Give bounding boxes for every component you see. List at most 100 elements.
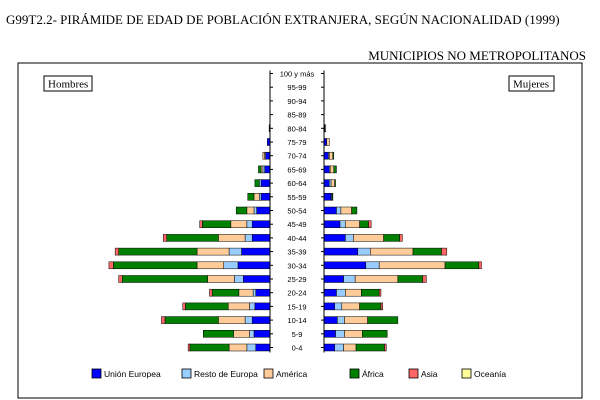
bar-hombres <box>243 275 271 283</box>
age-tick-label: 95-99 <box>287 83 306 92</box>
bar-hombres <box>114 247 119 256</box>
bar-mujeres <box>351 206 358 215</box>
bar-hombres <box>122 275 208 283</box>
bar-mujeres <box>334 302 343 311</box>
bar-mujeres <box>331 193 334 201</box>
bar-mujeres <box>367 316 399 324</box>
legend-label: Oceanía <box>474 369 506 379</box>
bar-hombres <box>211 288 240 297</box>
bar-mujeres <box>339 220 346 228</box>
bar-mujeres <box>323 343 335 352</box>
bar-hombres <box>230 220 248 228</box>
bar-hombres <box>207 275 235 283</box>
bar-hombres <box>227 302 250 311</box>
bar-mujeres <box>329 165 335 174</box>
bar-hombres <box>187 343 191 352</box>
bar-mujeres <box>323 165 330 174</box>
bar-hombres <box>260 179 271 187</box>
bar-mujeres <box>344 330 363 338</box>
bar-mujeres <box>333 165 337 174</box>
bar-hombres <box>249 302 256 311</box>
bar-hombres <box>251 234 271 242</box>
bar-hombres <box>235 206 248 215</box>
bar-hombres <box>246 343 257 352</box>
bar-hombres <box>196 247 230 256</box>
bar-mujeres <box>345 234 354 242</box>
age-tick-label: 25-29 <box>287 275 306 284</box>
bar-hombres <box>234 275 244 283</box>
bar-hombres <box>264 165 271 174</box>
age-tick-label: 60-64 <box>287 179 306 188</box>
bar-mujeres <box>323 302 335 311</box>
mujeres-label-box <box>508 75 555 92</box>
bar-mujeres <box>343 343 357 352</box>
bar-mujeres <box>355 343 385 352</box>
bar-hombres <box>218 316 246 324</box>
bar-hombres <box>255 343 271 352</box>
bar-mujeres <box>478 261 482 270</box>
bar-hombres <box>249 330 255 338</box>
legend-swatch <box>408 368 419 379</box>
bar-mujeres <box>444 261 480 270</box>
bar-hombres <box>253 193 260 201</box>
bar-mujeres <box>330 179 335 187</box>
bar-mujeres <box>380 302 383 311</box>
bar-mujeres <box>397 275 424 283</box>
legend: Unión Europea Resto de Europa América Áfric… <box>91 368 506 379</box>
bar-hombres <box>199 220 203 228</box>
bar-mujeres <box>334 343 344 352</box>
age-tick-label: 15-19 <box>287 302 306 311</box>
age-tick-label: 45-49 <box>287 220 306 229</box>
bar-hombres <box>118 247 198 256</box>
legend-swatch <box>181 368 192 379</box>
age-tick-label: 0-4 <box>292 344 303 353</box>
age-labels: 100 y más 95-99 90-94 85-89 80-84 75-79 70-74 6… <box>280 70 315 353</box>
bar-mujeres <box>362 330 388 338</box>
bar-mujeres <box>357 247 371 256</box>
bar-mujeres <box>323 220 341 228</box>
age-tick-label: 30-34 <box>287 261 306 270</box>
bar-mujeres <box>336 288 346 297</box>
bar-hombres <box>255 288 271 297</box>
bar-hombres <box>209 288 213 297</box>
bar-mujeres <box>359 302 382 311</box>
bar-hombres <box>238 288 254 297</box>
bar-hombres <box>247 193 255 201</box>
bar-hombres <box>265 151 271 160</box>
bar-hombres <box>244 316 253 324</box>
chart-subtitle: MUNICIPIOS NO METROPOLITANOS <box>368 48 586 63</box>
bar-hombres <box>189 343 230 352</box>
bar-mujeres <box>343 275 356 283</box>
bar-hombres <box>254 179 260 187</box>
mujeres-label: Mujeres <box>513 79 549 91</box>
age-tick-label: 5-9 <box>292 330 303 339</box>
bar-mujeres <box>378 261 446 270</box>
bar-hombres <box>203 330 234 338</box>
age-tick-label: 20-24 <box>287 289 306 298</box>
bar-mujeres <box>323 193 332 201</box>
bar-mujeres <box>332 151 335 160</box>
bar-mujeres <box>335 330 345 338</box>
bar-hombres <box>118 275 123 283</box>
bar-mujeres <box>399 234 403 242</box>
bar-hombres <box>260 193 271 201</box>
age-tick-label: 50-54 <box>287 207 306 216</box>
bar-mujeres <box>323 288 337 297</box>
bar-mujeres <box>344 316 368 324</box>
bar-mujeres <box>353 234 384 242</box>
bar-hombres <box>251 316 271 324</box>
hombres-label-box <box>43 75 93 92</box>
bar-mujeres <box>412 247 442 256</box>
bar-mujeres <box>329 151 334 160</box>
bar-mujeres <box>323 206 337 215</box>
bar-mujeres <box>345 220 360 228</box>
bar-mujeres <box>441 247 448 256</box>
legend-swatch <box>349 368 360 379</box>
bar-mujeres <box>383 234 400 242</box>
bar-hombres <box>237 261 271 270</box>
bar-mujeres <box>368 220 372 228</box>
bar-mujeres <box>323 330 336 338</box>
bar-mujeres <box>359 220 369 228</box>
bar-mujeres <box>323 261 367 270</box>
age-tick-label: 75-79 <box>287 138 306 147</box>
